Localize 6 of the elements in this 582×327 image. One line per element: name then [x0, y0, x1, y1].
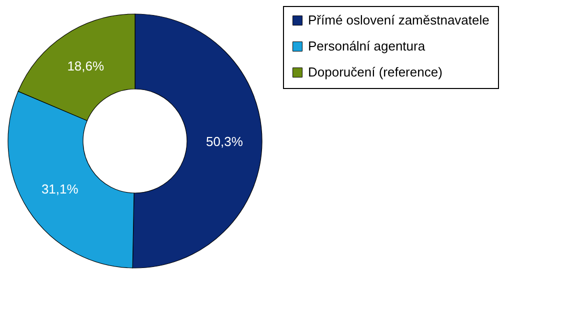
- legend-label: Přímé oslovení zaměstnavatele: [308, 12, 490, 28]
- legend-label: Personální agentura: [308, 38, 426, 54]
- data-label: 18,6%: [67, 58, 104, 74]
- data-label: 31,1%: [41, 182, 79, 197]
- legend-label: Doporučení (reference): [308, 64, 442, 80]
- data-label: 50,3%: [206, 134, 244, 149]
